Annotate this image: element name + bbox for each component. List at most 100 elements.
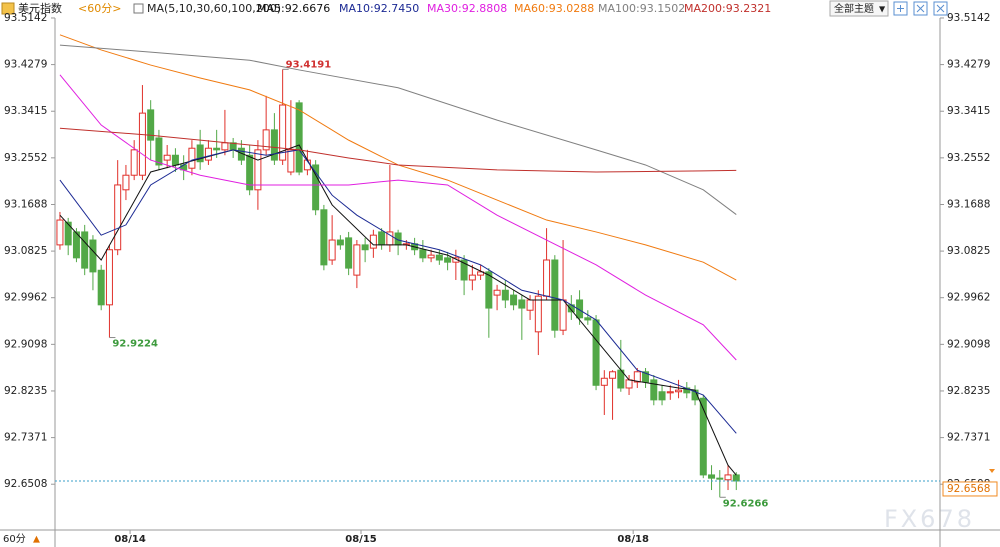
y-tick-label-right: 93.1688 (947, 198, 990, 210)
candle-body (114, 184, 122, 251)
legend-entry: MA30:92.8808 (427, 2, 507, 15)
period-button[interactable]: 60分 (3, 533, 26, 545)
ma-line (59, 144, 737, 476)
indicator-label: MA(5,10,30,60,100,200) (147, 2, 281, 15)
y-tick-label: 92.7371 (4, 432, 47, 444)
ma-line (59, 149, 737, 434)
candle-body (369, 234, 377, 249)
candle-body (105, 249, 113, 306)
y-tick-label: 92.9098 (4, 338, 47, 350)
candle-body (724, 474, 732, 481)
candle-body (510, 294, 518, 306)
legend-entry: MA100:93.1502 (598, 2, 685, 15)
candle-body (221, 142, 229, 151)
candle-body (361, 244, 369, 251)
toolbar-icons (893, 1, 948, 16)
y-tick-label: 93.4279 (4, 59, 47, 71)
candle-body (312, 164, 320, 211)
last-price-label: 92.6568 (947, 483, 990, 495)
candle-body (708, 474, 716, 479)
candle-body (262, 129, 270, 151)
x-tick-label: 08/18 (617, 534, 649, 545)
candle-body (72, 231, 80, 259)
indicator-checkbox[interactable] (133, 3, 144, 14)
candle-body (213, 147, 221, 151)
y-tick-label-right: 93.3415 (947, 105, 990, 117)
extreme-label: 93.4191 (286, 59, 332, 70)
candle-body (518, 299, 526, 309)
candle-body (559, 299, 567, 331)
icon-glyphs (897, 4, 945, 13)
candle-body (675, 389, 683, 393)
ma-line (59, 74, 737, 361)
legend-entry: MA10:92.7450 (339, 2, 419, 15)
y-tick-label: 92.6508 (4, 478, 47, 490)
candle-body (353, 244, 361, 276)
candle-body (204, 147, 212, 161)
logo-icon (1, 2, 15, 15)
y-tick-label: 93.2552 (4, 152, 47, 164)
extreme-label: 92.9224 (112, 339, 158, 350)
theme-button[interactable] (829, 0, 889, 17)
candle-body (345, 237, 353, 269)
y-tick-label: 93.0825 (4, 245, 47, 257)
candle-body (81, 231, 89, 269)
candle-body (460, 259, 468, 281)
candle-body (270, 129, 278, 161)
candles (56, 69, 740, 498)
candle-body (163, 154, 171, 161)
period-arrow: ▲ (33, 535, 40, 545)
dropdown-arrow: ▼ (879, 5, 886, 14)
candle-body (196, 144, 204, 163)
candle-body (543, 259, 551, 297)
candle-body (378, 231, 386, 246)
y-tick-label-right: 92.9098 (947, 338, 990, 350)
candle-body (485, 271, 493, 309)
candle-body (468, 274, 476, 281)
candle-body (600, 377, 608, 386)
candle-body (493, 289, 501, 296)
last-price-box (942, 481, 998, 497)
candle-body (452, 257, 460, 263)
candle-body (122, 174, 130, 191)
y-tick-label-right: 93.5142 (947, 12, 990, 24)
candle-body (592, 319, 600, 386)
candle-body (295, 102, 303, 173)
last-price-arrow (989, 468, 995, 473)
candle-body (642, 371, 650, 383)
candle-body (254, 149, 262, 191)
y-tick-label: 92.9962 (4, 292, 47, 304)
y-tick-label: 93.3415 (4, 105, 47, 117)
y-tick-label-right: 92.9962 (947, 292, 990, 304)
y-tick-label-right: 93.4279 (947, 59, 990, 71)
candle-body (551, 259, 559, 331)
candle-body (501, 289, 509, 301)
candle-body (658, 391, 666, 401)
extreme-label: 92.6266 (723, 498, 769, 509)
y-tick-label: 93.1688 (4, 198, 47, 210)
candle-body (435, 254, 443, 261)
candle-body (279, 104, 287, 161)
ma-line (59, 127, 737, 173)
candle-body (666, 391, 674, 394)
x-tick-label: 08/15 (345, 534, 377, 545)
candle-body (650, 379, 658, 401)
x-tick-label: 08/14 (114, 534, 146, 545)
candle-body (683, 387, 691, 394)
watermark: FX678 (884, 505, 975, 533)
candle-body (138, 112, 146, 176)
theme-button-label: 全部主题 (834, 2, 874, 15)
candle-body (328, 239, 336, 261)
period-label[interactable]: <60分> (78, 2, 121, 15)
candle-body (287, 149, 295, 173)
chart-title: 美元指数 (18, 1, 62, 15)
candle-body (320, 209, 328, 266)
candle-body (609, 371, 617, 379)
candle-body (716, 477, 724, 480)
candle-body (526, 299, 534, 311)
y-tick-label-right: 93.2552 (947, 152, 990, 164)
candle-body (444, 257, 452, 263)
candle-body (89, 239, 97, 273)
candle-body (171, 154, 179, 166)
candle-body (97, 269, 105, 306)
